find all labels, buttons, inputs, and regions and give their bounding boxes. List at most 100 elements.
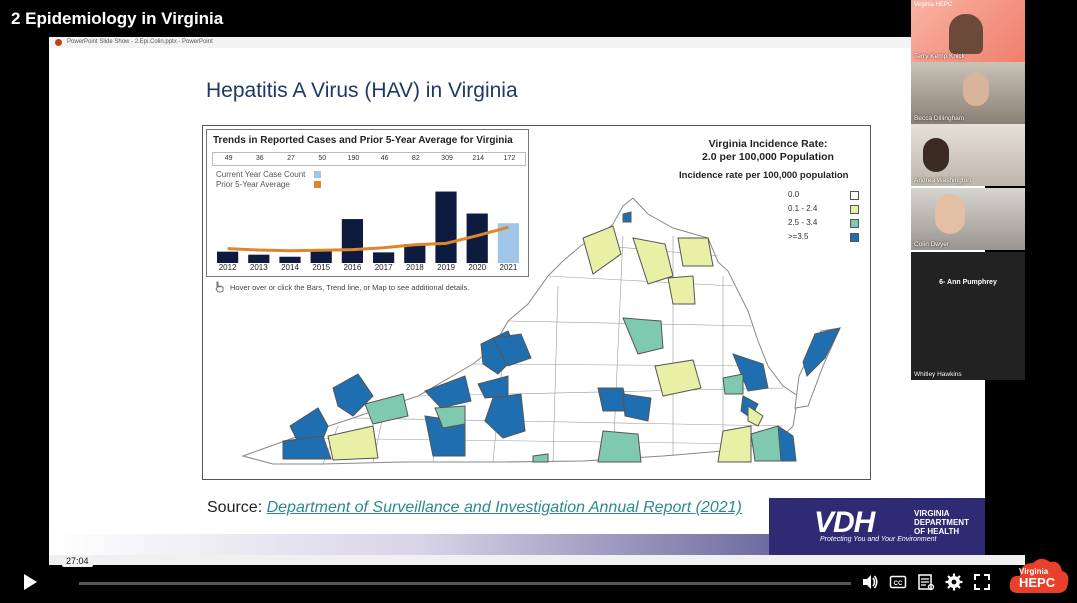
county-blue-2 bbox=[282, 435, 332, 460]
fullscreen-icon[interactable] bbox=[973, 573, 991, 591]
case-count-bar[interactable] bbox=[372, 252, 395, 263]
case-count-label: 50 bbox=[318, 155, 327, 162]
case-count-bar[interactable] bbox=[310, 251, 332, 263]
trend-panel: Trends in Reported Cases and Prior 5-Yea… bbox=[206, 129, 529, 277]
case-count-label: 309 bbox=[441, 155, 453, 162]
legend-current-swatch bbox=[314, 171, 321, 178]
county-yellow-3 bbox=[677, 237, 714, 267]
county-teal-7 bbox=[532, 453, 549, 463]
case-counts-row: 49 36 27 50 190 46 82 309 214 172 bbox=[212, 152, 526, 166]
county-accomack bbox=[802, 327, 841, 377]
source-link[interactable]: Department of Surveillance and Investiga… bbox=[266, 499, 742, 516]
county-yellow-4 bbox=[667, 275, 696, 305]
vdh-name: VIRGINIA DEPARTMENT OF HEALTH bbox=[914, 509, 969, 536]
player-controls: 27:04 CC Virginia HEPC bbox=[0, 555, 1077, 603]
rate-header-line1: Virginia Incidence Rate: bbox=[708, 138, 828, 150]
participant-avatar bbox=[923, 138, 949, 172]
map-legend-label: 0.0 bbox=[788, 190, 800, 199]
participant-tile-5[interactable]: 6- Ann Pumphrey Whitley Hawkins bbox=[911, 252, 1025, 380]
map-legend-item: 2.5 - 3.4 bbox=[788, 216, 863, 230]
virginia-county-map[interactable] bbox=[203, 126, 870, 479]
participant-header: Virginia HEPC bbox=[914, 2, 953, 8]
svg-text:CC: CC bbox=[894, 581, 903, 587]
case-count-bar[interactable] bbox=[497, 223, 520, 263]
transcript-icon[interactable] bbox=[917, 573, 935, 591]
slide: Hepatitis A Virus (HAV) in Virginia bbox=[49, 48, 985, 555]
map-legend-swatch bbox=[850, 205, 859, 214]
incidence-rate-header: Virginia Incidence Rate: 2.0 per 100,000… bbox=[673, 138, 863, 164]
progress-bar[interactable] bbox=[79, 582, 851, 585]
map-legend-swatch bbox=[850, 219, 859, 228]
case-count-label: 214 bbox=[472, 155, 485, 162]
vdh-line3: OF HEALTH bbox=[914, 527, 960, 536]
rate-subtitle: Incidence rate per 100,000 population bbox=[679, 170, 849, 181]
volume-icon[interactable] bbox=[861, 573, 879, 591]
case-count-bar[interactable] bbox=[435, 191, 457, 263]
prior-5yr-average-line[interactable] bbox=[227, 225, 509, 253]
year-tick-label: 2018 bbox=[405, 263, 424, 272]
vdh-line1: VIRGINIA bbox=[914, 509, 950, 518]
county-yellow-1 bbox=[582, 225, 622, 275]
county-blue-15 bbox=[622, 211, 632, 223]
county-yellow-6 bbox=[327, 425, 379, 461]
map-group bbox=[241, 197, 841, 465]
vdh-line2: DEPARTMENT bbox=[914, 518, 969, 527]
year-tick-label: 2016 bbox=[343, 263, 362, 272]
powerpoint-title-bar: PowerPoint Slide Show - 2.Epi.Colin.pptx… bbox=[49, 37, 925, 48]
map-legend-swatch bbox=[850, 191, 859, 200]
year-tick-label: 2014 bbox=[281, 263, 299, 272]
map-legend-label: >=3.5 bbox=[788, 232, 809, 241]
participant-tile-1[interactable]: Virginia HEPC Terry Kemp Knick bbox=[911, 0, 1025, 62]
participant-avatar bbox=[949, 14, 983, 54]
source-label: Source: bbox=[207, 499, 263, 516]
map-legend-label: 0.1 - 2.4 bbox=[788, 204, 818, 213]
case-count-bar[interactable] bbox=[404, 244, 426, 263]
participant-name: Colin Dwyer bbox=[914, 241, 950, 248]
county-blue-4 bbox=[424, 375, 472, 409]
participant-tile-2[interactable]: Becca Dillingham bbox=[911, 62, 1025, 124]
trend-legend: Current Year Case Count Prior 5-Year Ave… bbox=[216, 170, 321, 190]
case-count-label: 82 bbox=[411, 155, 420, 162]
county-yellow-5 bbox=[654, 359, 702, 397]
legend-current: Current Year Case Count bbox=[216, 170, 321, 180]
county-yellow-2 bbox=[632, 237, 674, 285]
vdh-logo-block bbox=[769, 498, 985, 555]
trend-title: Trends in Reported Cases and Prior 5-Yea… bbox=[213, 135, 513, 146]
year-tick-label: 2020 bbox=[468, 263, 487, 272]
slide-title: Hepatitis A Virus (HAV) in Virginia bbox=[206, 79, 518, 102]
case-count-bar[interactable] bbox=[279, 256, 301, 263]
county-teal-4 bbox=[597, 430, 642, 463]
case-count-bar[interactable] bbox=[341, 219, 364, 263]
county-teal-3 bbox=[622, 317, 664, 355]
case-count-bar[interactable] bbox=[216, 251, 239, 263]
case-count-label: 172 bbox=[503, 155, 516, 162]
powerpoint-title-text: PowerPoint Slide Show - 2.Epi.Colin.pptx… bbox=[67, 39, 213, 45]
captions-icon[interactable]: CC bbox=[889, 573, 907, 591]
play-icon[interactable] bbox=[22, 573, 38, 591]
video-title: 2 Epidemiology in Virginia bbox=[11, 9, 224, 28]
county-teal-1 bbox=[364, 393, 409, 425]
case-count-bar[interactable] bbox=[466, 213, 488, 263]
case-count-label: 27 bbox=[287, 155, 295, 162]
legend-current-label: Current Year Case Count bbox=[216, 170, 306, 179]
time-tooltip: 27:04 bbox=[62, 555, 93, 567]
case-count-bar[interactable] bbox=[248, 254, 270, 263]
settings-gear-icon[interactable] bbox=[945, 573, 963, 591]
hover-instruction: Hover over or click the Bars, Trend line… bbox=[230, 283, 470, 292]
case-count-label: 36 bbox=[255, 155, 264, 162]
participant-avatar bbox=[935, 194, 965, 234]
year-tick-label: 2021 bbox=[499, 263, 518, 272]
vdh-tagline: Protecting You and Your Environment bbox=[820, 536, 937, 543]
year-axis: 2012 2013 2014 2015 2016 2017 2018 2019 2020 2021 bbox=[212, 263, 524, 272]
case-count-label: 190 bbox=[347, 155, 360, 162]
participant-tile-3[interactable]: Andrea Washington bbox=[911, 124, 1025, 186]
county-blue-7 bbox=[484, 393, 526, 439]
participant-tile-4[interactable]: Colin Dwyer bbox=[911, 188, 1025, 250]
participant-name-secondary: Whitley Hawkins bbox=[914, 371, 962, 378]
county-blue-8 bbox=[477, 375, 509, 399]
rate-header-line2: 2.0 per 100,000 Population bbox=[702, 151, 834, 163]
powerpoint-status-bar bbox=[49, 555, 1025, 565]
trend-chart[interactable] bbox=[212, 185, 524, 263]
map-legend-swatch bbox=[850, 233, 859, 242]
legend-prior-swatch bbox=[314, 181, 321, 188]
